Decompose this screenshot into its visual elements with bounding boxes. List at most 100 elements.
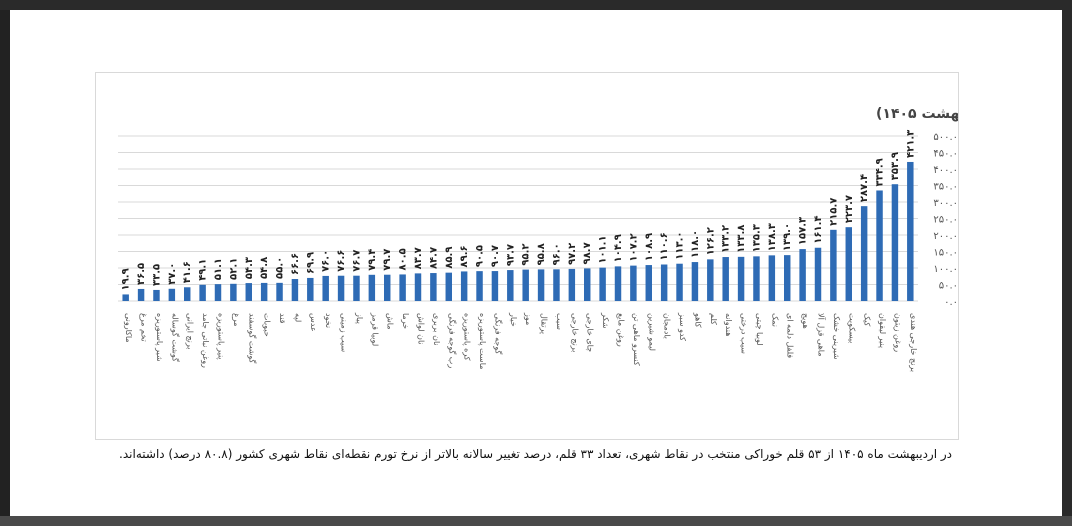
viewer-scrollbar[interactable] [1062,0,1072,526]
bar [799,249,806,301]
x-tick-label: کره پاستوریزه [463,313,472,361]
y-tick-label: ۴۵۰.۰ [933,149,958,160]
x-tick-label: گوشت گوساله [170,313,180,362]
data-label: ۹۷.۲ [567,243,578,265]
bar [768,255,776,301]
x-tick-label: شکر [601,312,610,329]
y-tick-label: ۲۵۰.۰ [933,215,958,226]
bar [891,184,899,301]
data-label: ۳۶.۵ [136,263,147,285]
bar [430,273,437,301]
bar [614,266,622,301]
data-label: ۸۴.۷ [428,247,439,269]
x-tick-label: پیاز [355,312,364,324]
x-tick-label: چای خارجی [586,313,595,352]
bar [830,229,837,301]
data-label: ۹۳.۷ [505,244,516,266]
bar [522,269,529,301]
data-label: ۶۹.۹ [305,252,316,274]
x-tick-label: پرتقال [540,313,549,334]
y-tick-label: ۱۰۰.۰ [933,264,958,275]
x-tick-label: شیر پاستوریزه [155,313,164,362]
x-tick-label: سیب درختی [740,313,749,354]
chart-y-axis: ۰.۰ ۵۰.۰ ۱۰۰.۰ ۱۵۰.۰ ۲۰۰.۰ ۲۵۰.۰ ۳۰۰.۰ ۳۵۰.۰ ۴۰۰… [933,132,958,308]
x-tick-label: هویج [801,313,810,329]
x-tick-label: برنج خارجی [570,313,579,352]
x-tick-label: گوجه فرنگی [493,313,503,354]
data-label: ۵۱.۱ [213,258,224,280]
bar [230,283,237,301]
data-label: ۹۰.۵ [475,245,486,267]
data-label: ۱۵۷.۳ [798,217,809,245]
data-label: ۲۲۳.۷ [844,195,855,223]
data-label: ۹۸.۷ [582,242,593,264]
x-tick-label: پنیر لیقوان [878,313,887,348]
x-tick-label: کیک [863,313,872,327]
x-tick-label: رب گوجه فرنگی [447,313,457,368]
bar [860,206,868,301]
data-label: ۶۶.۶ [290,253,301,275]
data-label: ۱۶۱.۴ [813,216,824,244]
bar [814,247,822,301]
bar [307,277,314,301]
bar [784,255,791,301]
data-label: ۸۹.۶ [459,245,470,267]
x-tick-label: روغن نباتی جامد [201,313,210,368]
data-label: ۷۹.۴ [367,249,378,271]
chart-data-labels: ۱۹.۹ ۳۶.۵ ۳۳.۵ ۳۷.۰ ۴۱.۶ ۴۹.۱ ۵۱.۱ ۵۲.۱ ۵۴.۳ ۵۴.۸… [121,130,917,291]
data-label: ۱۳۹.۰ [782,223,793,251]
bar [199,284,206,301]
x-tick-label: نخود [324,313,333,328]
x-tick-label: کنسرو ماهی تن [632,313,641,366]
bar [245,283,252,301]
data-label: ۱۳۵.۳ [751,224,762,252]
bar [630,265,637,301]
x-tick-label: نمک [770,313,779,327]
data-label: ۴۲۱.۳ [905,130,916,158]
bar [584,268,591,301]
y-tick-label: ۲۰۰.۰ [933,231,958,242]
x-tick-label: بیسکویت [847,313,856,343]
data-label: ۹۰.۷ [490,245,501,267]
y-tick-label: ۰.۰ [944,297,958,308]
x-tick-label: سیب زمینی [340,313,349,352]
data-label: ۱۱۰.۶ [659,232,670,260]
data-label: ۳۵۳.۹ [890,152,901,180]
x-tick-label: لوبیا چیتی [755,313,764,346]
data-label: ۱۰۴.۹ [613,234,624,262]
x-tick-label: برنج ایرانی [186,313,195,350]
bar [122,294,129,301]
x-tick-label: گوشت گوسفند [247,313,257,364]
viewer-bottom-bar [0,516,1072,526]
chart-gridlines [118,135,918,302]
chart-x-axis: ماکارونی تخم مرغ شیر پاستوریزه گوشت گوساله ب… [124,312,918,372]
data-label: ۷۶.۶ [336,250,347,272]
viewer-top-bar [0,0,1072,10]
bar [168,288,176,301]
bar [507,270,514,301]
x-tick-label: لپه [293,313,302,322]
bar [476,271,483,301]
bar [137,288,145,301]
bar [460,271,468,301]
bar [384,274,391,301]
x-tick-label: برنج خارجی هندی [909,313,918,372]
bar [676,263,683,301]
x-tick-label: ماش [386,313,395,330]
bar [568,268,576,301]
bar [491,271,499,301]
bar [322,275,329,301]
x-tick-label: مرغ [232,313,241,326]
data-label: ۱۲۶.۲ [705,227,716,255]
data-label: ۸۰.۵ [398,248,409,270]
x-tick-label: کاهو [693,312,702,328]
y-tick-label: ۳۵۰.۰ [933,182,958,193]
data-label: ۵۴.۸ [259,257,270,279]
bar [845,227,852,301]
x-tick-label: فلفل دلمه ای [786,313,795,358]
x-tick-label: لیمو شیرین [647,313,656,351]
data-label: ۵۵.۰ [275,257,286,279]
bar [691,262,699,301]
bar [707,259,714,301]
